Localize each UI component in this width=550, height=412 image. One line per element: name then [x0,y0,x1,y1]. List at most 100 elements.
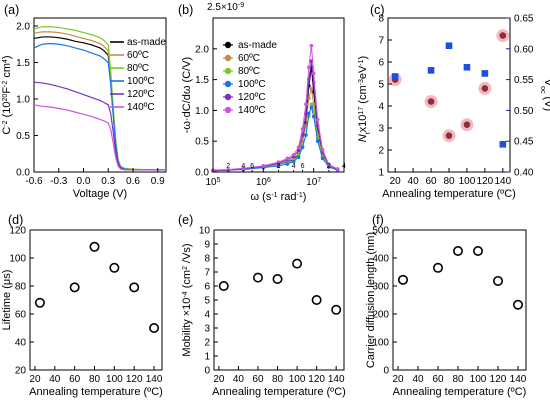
panel-f-point [452,246,463,257]
panel-a-series-line [33,104,166,171]
panel-b-series-point [309,102,314,107]
panel-b-series-point [291,159,296,164]
panel-label: (e) [178,213,193,227]
panel-e-ytick-label: 0 [204,366,210,377]
panel-b-xlabel-part: rad [278,191,297,203]
panel-c-ylabel-left-part: 17 [358,107,365,115]
panel-b-y-multiplier: 2.5×10-9 [207,2,244,14]
panel-c-ylabel-left-part: (cm [357,85,369,106]
panel-f-point [472,246,483,257]
panel-c-voc-point [463,63,471,71]
panel-b-series-point [285,162,290,166]
panel-c-ylabel-right-part: (V) [542,94,550,112]
panel-b-xtick-label: 106 [256,177,271,189]
panel-b-series-point [226,167,230,172]
panel-f-ylabel: Carrier diffusion length (nm) [365,232,377,368]
panel-b-series-point [276,160,281,164]
panel-d-point [34,297,45,308]
panel-c-ylabel-right-part: oc [540,86,547,94]
panel-c-nt-point [499,32,507,39]
panel-c-xtick-label: 100 [459,176,476,187]
panel-e-ytick-label: 8 [204,254,210,265]
panel-c-xtick-label: 80 [443,176,455,187]
panel-b-series-point [309,87,314,91]
panel-c-right-ytick-label: 0.60 [514,44,534,55]
panel-a-xtick-label: 0.3 [101,176,115,187]
panel-b-legend-marker [224,54,232,62]
panel-a-ylabel-part: 20 [2,94,9,102]
panel-b-legend-marker [224,80,232,88]
panel-c-right-ytick-label: 0.40 [514,168,534,179]
panel-b-xtick-minor-label: 6 [250,163,254,170]
panel-b-xtick-label-part: 10 [205,177,217,188]
panel-c-voc-point [481,70,489,77]
panel-d-xtick-label: 80 [89,374,101,385]
panel-c-frame [387,17,511,173]
panel-f-point [492,275,503,286]
panel-b-xtick-label-part: 10 [256,177,268,188]
panel-e-xlabel: Annealing temperature (ºC) [212,386,346,398]
panel-a-legend-label: 120ºC [127,89,155,100]
panel-a-frame [33,17,167,173]
panel-a-legend-label: 60ºC [127,50,149,61]
panel-c-ytick-label: 8 [378,14,384,25]
panel-b-series-point [300,127,305,131]
panel-c-xlabel: Annealing temperature (ºC) [382,188,516,200]
panel-b-series-point [304,102,308,107]
panel-a-series-line [33,26,166,171]
panel-e-ylabel-part: Mobility ×10 [181,298,193,357]
panel-e-ylabel-part: -4 [182,291,189,297]
panel-f-xtick-label: 140 [510,374,527,385]
panel-d-ytick-label: 80 [15,282,27,293]
panel-d-ytick-label: 100 [9,254,26,265]
panel-e-ytick-label: 3 [204,324,210,335]
panel-e-ytick-label: 4 [204,310,210,321]
panel-f-ytick-label: 300 [372,282,389,293]
panel-c-ylabel-left-part: eV [357,65,369,79]
panel-d-ytick-label: 120 [9,226,26,237]
panel-b-xtick-label: 107 [306,177,321,189]
panel-e-xtick-label: 20 [213,374,225,385]
panel-c-ylabel-left-part: -1 [358,59,365,65]
panel-c-right-ytick-label: 0.65 [514,14,534,25]
panel-c-ylabel-left-part: -3 [358,79,365,85]
panel-b-xlabel-part: ω (s [251,191,272,203]
panel-b-legend-marker [224,106,232,114]
panel-b-series-point [335,167,340,171]
panel-e-xtick-label: 120 [308,374,325,385]
panel-b-xtick-minor-label: 2 [327,163,331,170]
panel-b-ylabel: -ω·dC/dω (C/V) [181,57,193,133]
panel-b-legend-label: 120ºC [238,92,266,103]
panel-e-ytick-label: 2 [204,338,210,349]
panel-b-series-point [311,71,316,76]
panel-f-ytick-label: 0 [383,366,389,377]
panel-d-point [69,282,80,293]
panel-c-right-ytick-label: 0.45 [514,137,534,148]
panel-b-y-multiplier-part: -9 [238,2,244,9]
panel-e-xtick-label: 140 [328,374,345,385]
panel-b-xlabel-part: -1 [271,192,277,199]
panel-b-series-point [309,105,314,110]
panel-c-nt-point [481,85,489,92]
panel-b-xtick-minor-label: 4 [292,163,296,170]
panel-b-xtick-label-part: 5 [217,177,221,184]
panel-b-series-point [315,139,320,143]
panel-a-xtick-label: 0.9 [151,176,165,187]
panel-b-series-point [309,43,314,48]
panel-b-ytick-label: 1.0 [195,106,209,117]
panel-d-ytick-label: 60 [15,310,27,321]
panel-f-frame [392,229,527,371]
panel-a-ylabel: C-2 (1020F-2 cm4) [1,55,13,134]
panel-f-point [397,274,408,285]
panel-b-series-point [327,162,331,167]
panel-e-frame [213,229,345,371]
panel-b-series-point [320,156,325,161]
panel-b-y-multiplier-part: 2.5×10 [207,2,238,13]
panel-c-ytick-label: 6 [378,58,384,69]
panel-c-voc-point [391,73,399,80]
panel-b-xtick-minor-label: 2 [226,163,230,170]
panel-a-ylabel-part: F [1,87,13,94]
panel-d-xtick-label: 60 [69,374,81,385]
panel-b-xlabel: ω (s-1 rad-1) [251,191,307,203]
